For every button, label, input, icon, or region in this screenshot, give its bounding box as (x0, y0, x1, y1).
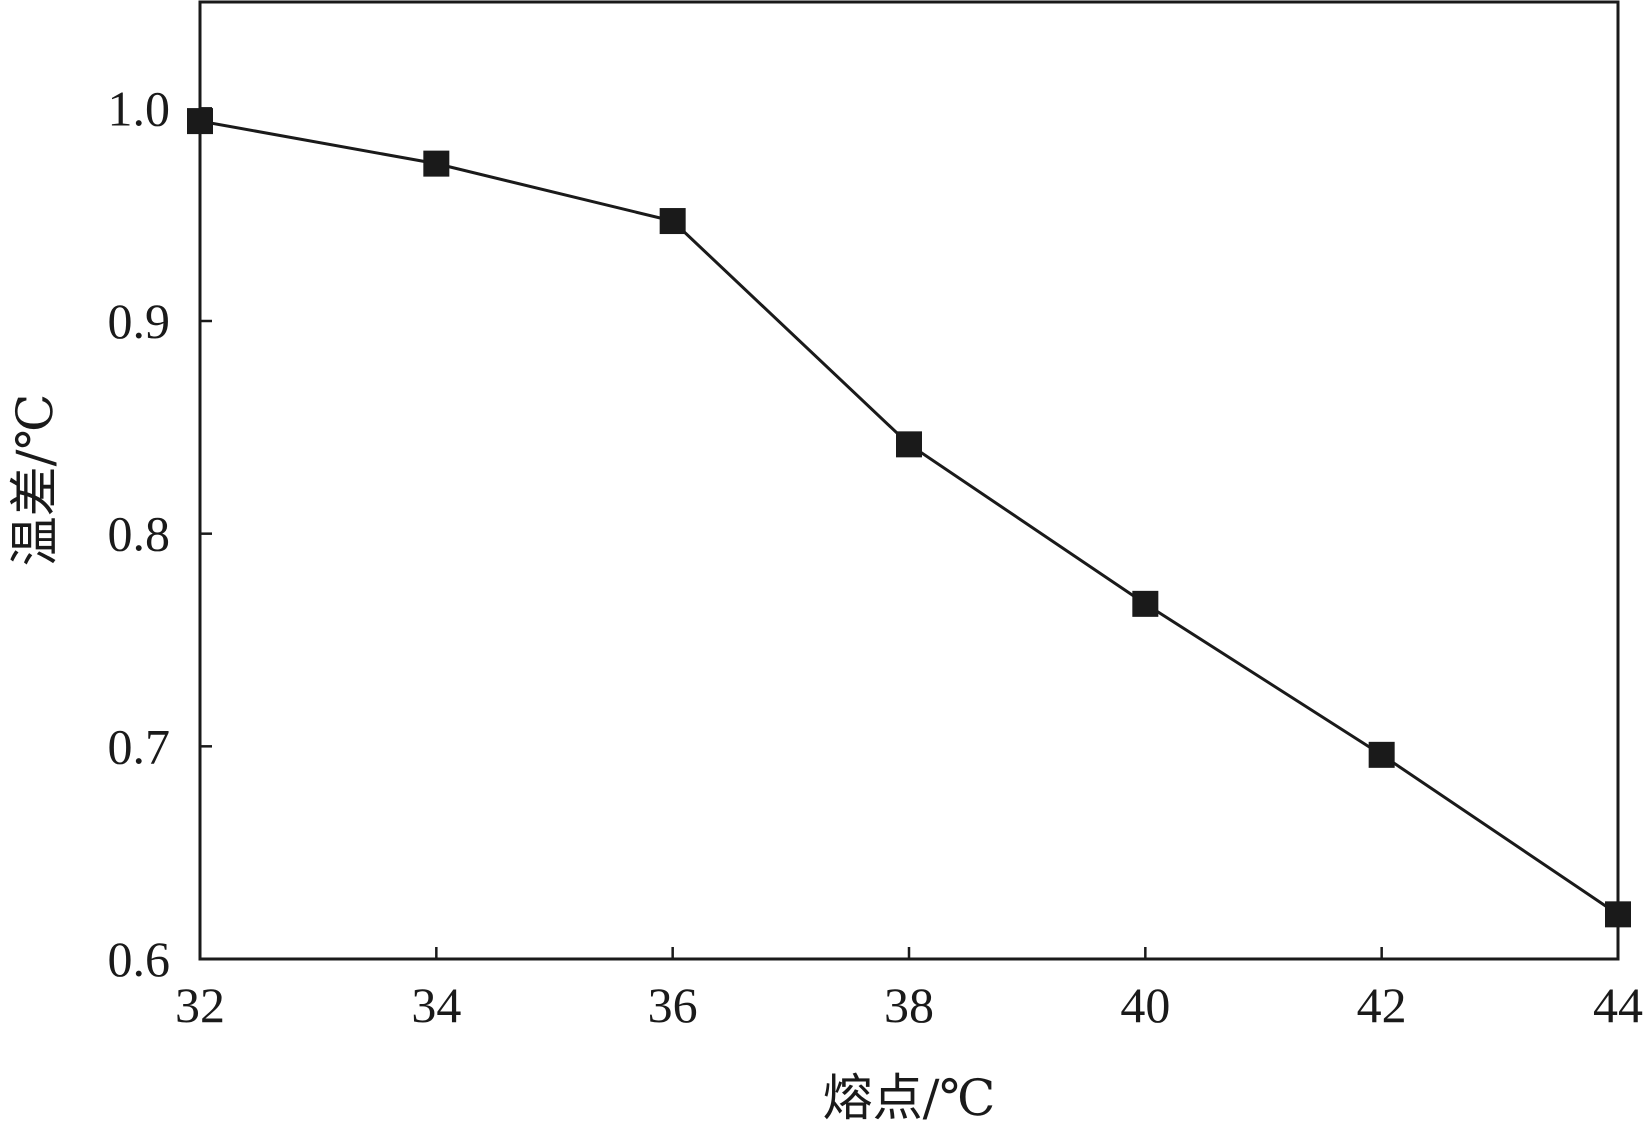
x-axis-title: 熔点/℃ (823, 1069, 996, 1127)
data-point-marker (423, 150, 450, 177)
x-tick-label: 40 (1120, 977, 1170, 1033)
y-tick-label: 0.8 (108, 506, 171, 562)
x-tick-label: 36 (648, 977, 698, 1033)
y-tick-label: 0.7 (108, 718, 171, 774)
x-tick-label: 42 (1357, 977, 1407, 1033)
data-point-marker (659, 208, 686, 235)
data-point-marker (1132, 590, 1159, 617)
y-tick-label: 1.0 (108, 80, 171, 136)
series-line (199, 119, 1619, 916)
data-point-marker (896, 431, 922, 458)
y-axis: 0.6 0.7 0.8 0.9 1.0 (108, 80, 212, 987)
plot-frame (198, 0, 1620, 961)
y-axis-title: 温差/℃ (6, 394, 64, 567)
series-layer (187, 108, 1631, 928)
x-axis: 32 34 36 38 40 42 44 (175, 947, 1643, 1033)
x-tick-label: 34 (411, 977, 461, 1033)
data-point-marker (187, 108, 213, 135)
x-tick-label: 32 (175, 977, 225, 1033)
data-point-marker (1368, 741, 1395, 768)
y-tick-label: 0.6 (108, 931, 171, 987)
x-tick-label: 38 (884, 977, 934, 1033)
y-tick-label: 0.9 (108, 293, 171, 349)
x-tick-label: 44 (1593, 977, 1643, 1033)
data-point-marker (1605, 901, 1631, 928)
